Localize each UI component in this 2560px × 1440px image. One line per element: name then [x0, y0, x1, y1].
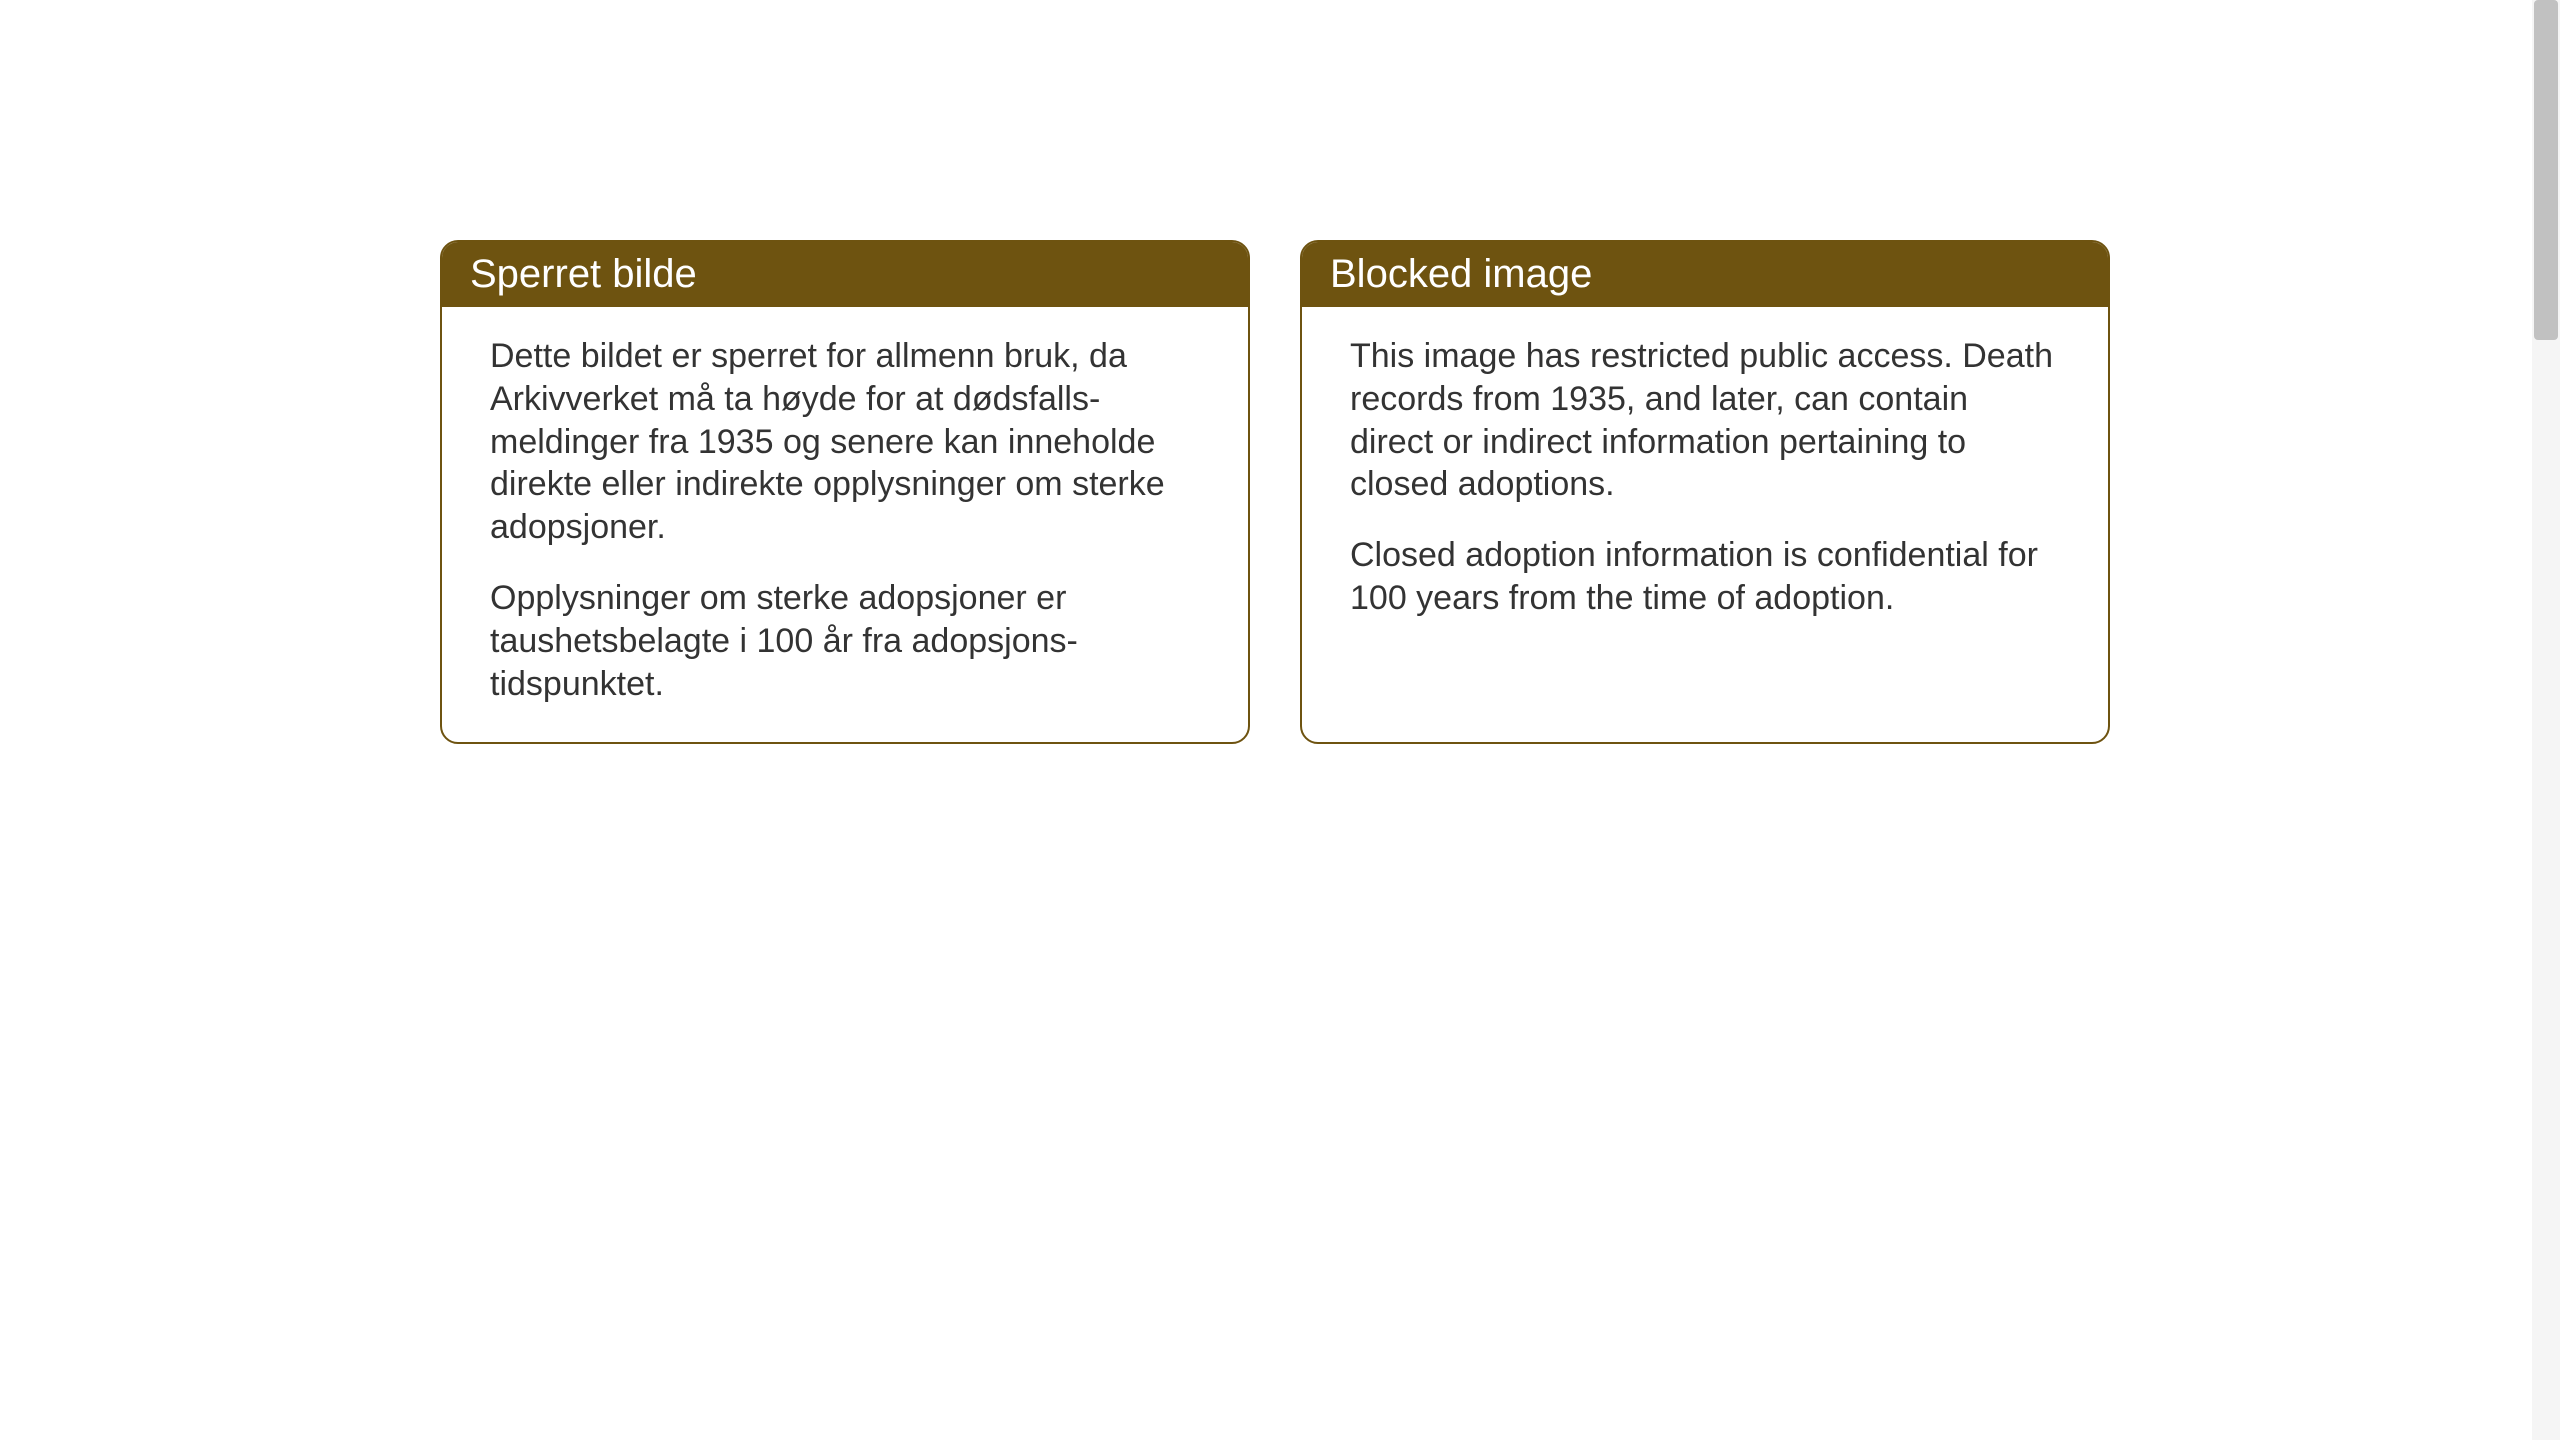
english-card-body: This image has restricted public access.… — [1302, 307, 2108, 656]
english-paragraph-1: This image has restricted public access.… — [1350, 335, 2060, 506]
norwegian-card-body: Dette bildet er sperret for allmenn bruk… — [442, 307, 1248, 742]
norwegian-card-title: Sperret bilde — [442, 242, 1248, 307]
scrollbar-track[interactable] — [2532, 0, 2560, 1440]
cards-container: Sperret bilde Dette bildet er sperret fo… — [440, 240, 2110, 744]
english-paragraph-2: Closed adoption information is confident… — [1350, 534, 2060, 620]
english-card: Blocked image This image has restricted … — [1300, 240, 2110, 744]
norwegian-card: Sperret bilde Dette bildet er sperret fo… — [440, 240, 1250, 744]
norwegian-paragraph-1: Dette bildet er sperret for allmenn bruk… — [490, 335, 1200, 549]
norwegian-paragraph-2: Opplysninger om sterke adopsjoner er tau… — [490, 577, 1200, 705]
english-card-title: Blocked image — [1302, 242, 2108, 307]
scrollbar-thumb[interactable] — [2534, 0, 2558, 340]
